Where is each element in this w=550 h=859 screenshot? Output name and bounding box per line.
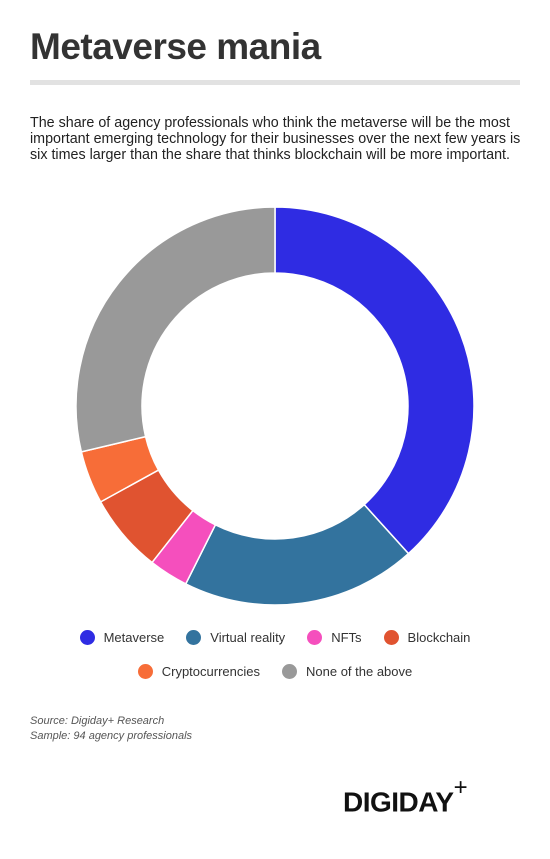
source: Source: Digiday+ Research — [30, 715, 165, 727]
logo-plus: + — [453, 774, 468, 801]
legend-label: None of the above — [306, 664, 413, 679]
chart-title: Metaverse mania — [30, 26, 321, 67]
legend-item: None of the above — [282, 664, 412, 679]
chart — [75, 206, 475, 606]
legend-item: NFTs — [307, 630, 362, 645]
legend-item: Cryptocurrencies — [137, 664, 260, 679]
legend-label: Cryptocurrencies — [161, 664, 260, 679]
legend-swatch — [137, 664, 153, 679]
legend-swatch — [186, 630, 202, 645]
donut-segment — [184, 503, 410, 606]
legend-label: Virtual reality — [210, 630, 286, 645]
notes: Source: Digiday+ Research Sample: 94 age… — [30, 714, 192, 744]
sample: Sample: 94 agency professionals — [30, 730, 193, 742]
legend-item: Virtual reality — [186, 630, 285, 645]
title-rule — [30, 80, 520, 85]
chart-subtitle: The share of agency professionals who th… — [30, 115, 521, 163]
legend-label: Metaverse — [103, 630, 165, 645]
legend-label: Blockchain — [407, 630, 471, 645]
legend-label: NFTs — [331, 630, 362, 645]
legend: Cryptocurrencies None of the above — [0, 664, 550, 679]
legend-swatch — [282, 664, 297, 679]
legend: Metaverse Virtual reality NFTs Blockchain — [0, 630, 550, 645]
legend-item: Blockchain — [383, 630, 471, 645]
legend-item: Metaverse — [79, 630, 165, 645]
donut-segment — [75, 206, 276, 453]
legend-swatch — [79, 630, 95, 645]
legend-swatch — [383, 630, 399, 645]
logo: DIGIDAY+ — [343, 774, 468, 818]
logo-text: DIGIDAY — [343, 786, 454, 818]
donut-segment — [274, 206, 475, 555]
legend-swatch — [307, 630, 323, 645]
